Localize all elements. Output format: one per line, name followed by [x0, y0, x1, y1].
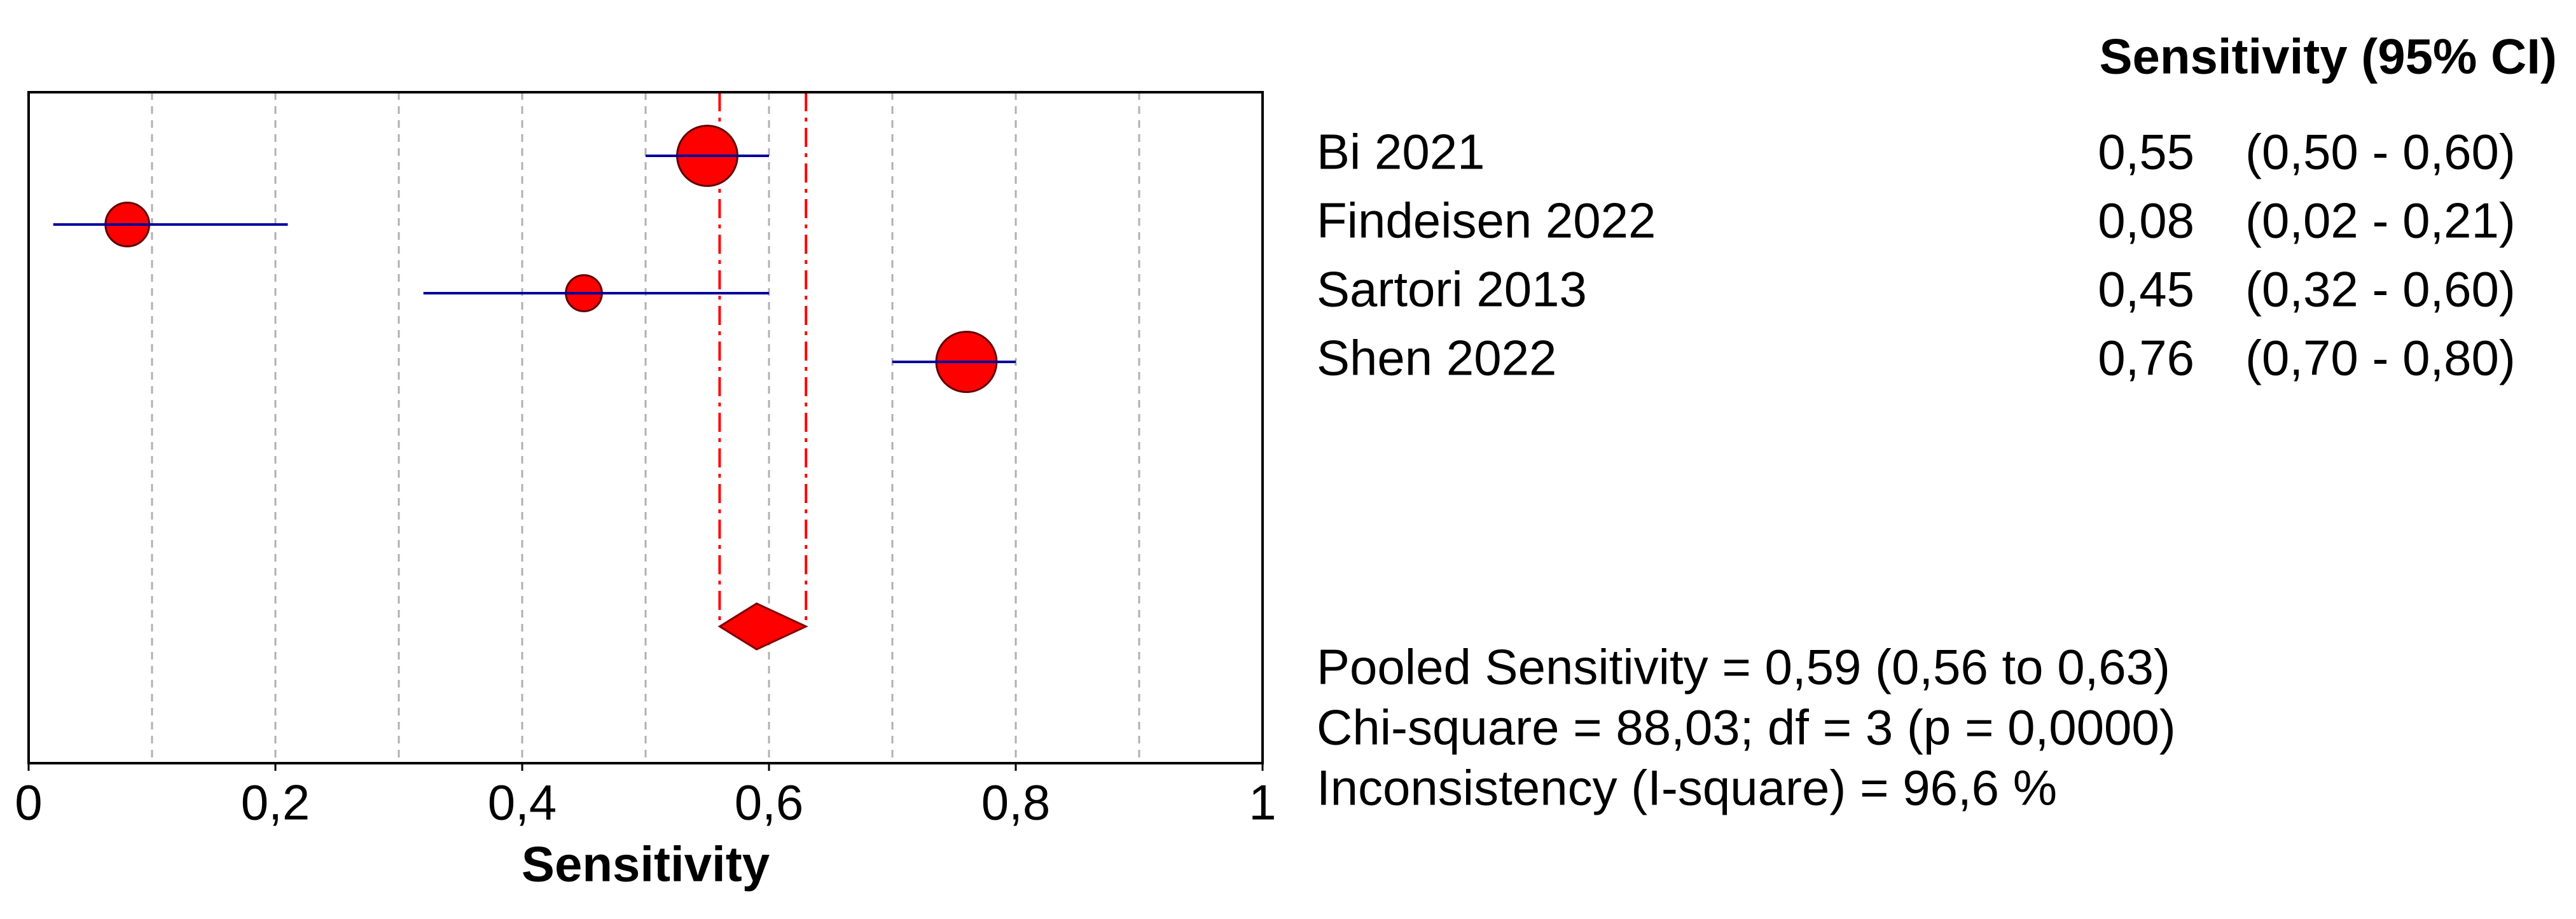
study-name: Findeisen 2022	[1317, 193, 1656, 249]
pooled-label: Pooled Sensitivity = 0,59 (0,56 to 0,63)	[1317, 639, 2170, 695]
x-tick-label: 1	[1249, 775, 1276, 831]
x-tick-label: 0	[15, 775, 42, 831]
x-tick-label: 0,8	[981, 775, 1050, 831]
study-ci: (0,32 - 0,60)	[2245, 261, 2516, 317]
study-name: Shen 2022	[1317, 330, 1556, 386]
study-value: 0,55	[2098, 124, 2194, 180]
study-ci: (0,70 - 0,80)	[2245, 330, 2516, 386]
study-value: 0,08	[2098, 193, 2194, 249]
study-name: Bi 2021	[1317, 124, 1485, 180]
study-ci: (0,02 - 0,21)	[2245, 193, 2516, 249]
column-header: Sensitivity (95% CI)	[2099, 29, 2557, 85]
inconsistency: Inconsistency (I-square) = 96,6 %	[1317, 760, 2057, 816]
study-value: 0,76	[2098, 330, 2194, 386]
x-tick-label: 0,4	[488, 775, 557, 831]
study-name: Sartori 2013	[1317, 261, 1587, 317]
plot-frame	[27, 91, 1264, 764]
x-tick-label: 0,2	[241, 775, 310, 831]
x-axis-label: Sensitivity	[522, 836, 770, 892]
chi-square: Chi-square = 88,03; df = 3 (p = 0,0000)	[1317, 700, 2176, 756]
pooled-diamond	[717, 602, 808, 651]
study-value: 0,45	[2098, 261, 2194, 317]
study-ci: (0,50 - 0,60)	[2245, 124, 2516, 180]
x-tick-label: 0,6	[735, 775, 803, 831]
